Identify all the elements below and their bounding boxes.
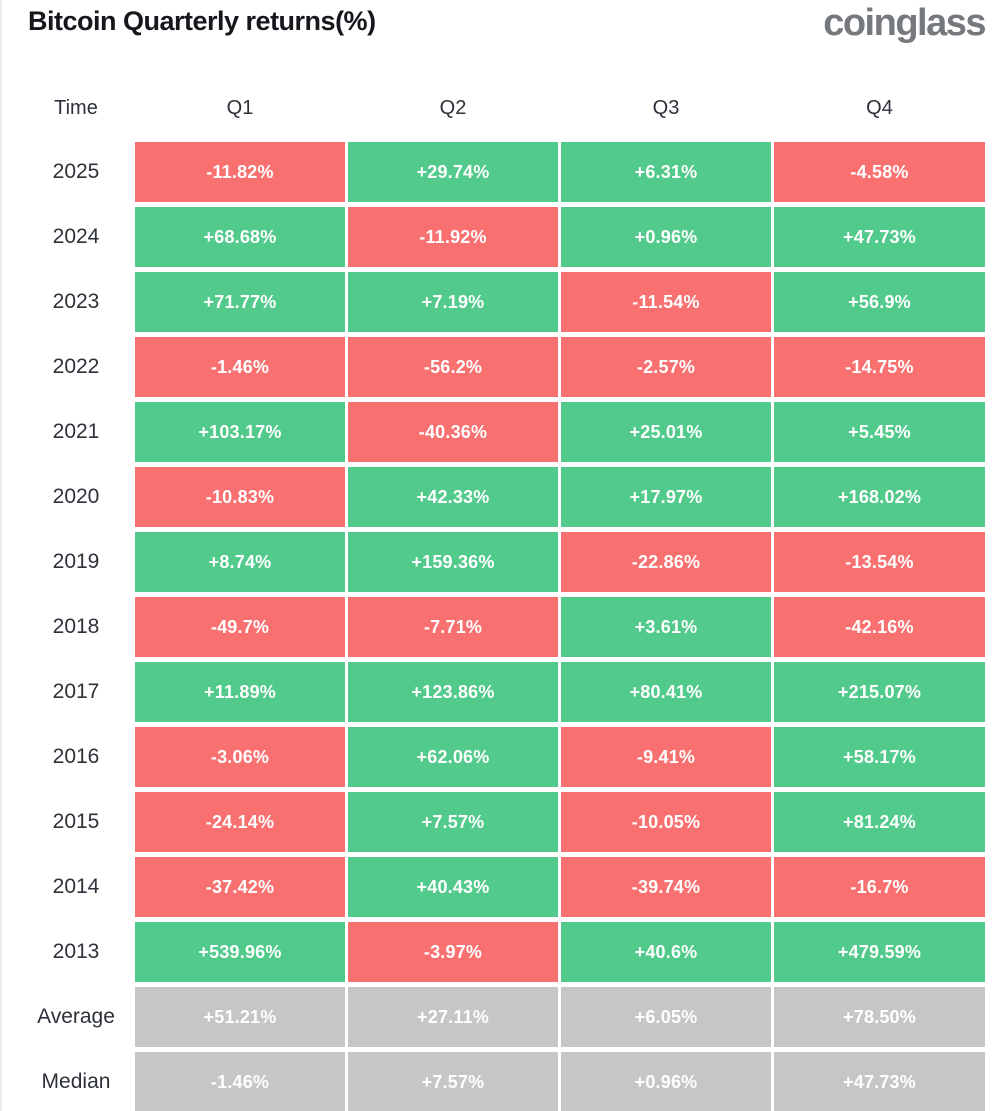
row-label-2019: 2019	[52, 550, 100, 573]
coinglass-logo: coinglass	[823, 2, 986, 44]
cell-2015-q2: +7.57%	[348, 792, 558, 852]
row-label-median: Median	[41, 1070, 111, 1093]
cell-2013-q1: +539.96%	[135, 922, 345, 982]
cell-2024-q4: +47.73%	[774, 207, 985, 267]
cell-2022-q4: -14.75%	[774, 337, 985, 397]
cell-2016-q4: +58.17%	[774, 727, 985, 787]
cell-2023-q1: +71.77%	[135, 272, 345, 332]
cell-2014-q4: -16.7%	[774, 857, 985, 917]
cell-2013-q2: -3.97%	[348, 922, 558, 982]
row-label-2016: 2016	[52, 745, 100, 768]
cell-2021-q4: +5.45%	[774, 402, 985, 462]
column-header-row: Time Q1 Q2 Q3 Q4	[2, 96, 1005, 120]
cell-2020-q2: +42.33%	[348, 467, 558, 527]
cell-2017-q4: +215.07%	[774, 662, 985, 722]
cell-2017-q1: +11.89%	[135, 662, 345, 722]
cell-2020-q1: -10.83%	[135, 467, 345, 527]
cell-2020-q3: +17.97%	[561, 467, 771, 527]
cell-average-q4: +78.50%	[774, 987, 985, 1047]
cell-2014-q3: -39.74%	[561, 857, 771, 917]
cell-2022-q3: -2.57%	[561, 337, 771, 397]
row-label-2024: 2024	[52, 225, 100, 248]
cell-2025-q2: +29.74%	[348, 142, 558, 202]
cell-2018-q3: +3.61%	[561, 597, 771, 657]
cell-2015-q1: -24.14%	[135, 792, 345, 852]
cell-2019-q1: +8.74%	[135, 532, 345, 592]
cell-2022-q2: -56.2%	[348, 337, 558, 397]
cell-2024-q3: +0.96%	[561, 207, 771, 267]
cell-2023-q3: -11.54%	[561, 272, 771, 332]
cell-2016-q3: -9.41%	[561, 727, 771, 787]
cell-2022-q1: -1.46%	[135, 337, 345, 397]
row-label-2025: 2025	[52, 160, 100, 183]
cell-2013-q4: +479.59%	[774, 922, 985, 982]
cell-median-q4: +47.73%	[774, 1052, 985, 1111]
column-header-q3: Q3	[652, 97, 680, 119]
row-label-2013: 2013	[52, 940, 100, 963]
cell-2016-q2: +62.06%	[348, 727, 558, 787]
cell-2018-q2: -7.71%	[348, 597, 558, 657]
column-header-q4: Q4	[866, 97, 893, 119]
column-header-q2: Q2	[439, 97, 467, 119]
cell-2024-q2: -11.92%	[348, 207, 558, 267]
row-label-2014: 2014	[52, 875, 100, 898]
cell-2019-q4: -13.54%	[774, 532, 985, 592]
cell-2014-q2: +40.43%	[348, 857, 558, 917]
cell-2019-q3: -22.86%	[561, 532, 771, 592]
cell-2019-q2: +159.36%	[348, 532, 558, 592]
page-title: Bitcoin Quarterly returns(%)	[28, 6, 376, 36]
cell-2016-q1: -3.06%	[135, 727, 345, 787]
cell-average-q3: +6.05%	[561, 987, 771, 1047]
column-header-time: Time	[54, 97, 98, 119]
row-label-2023: 2023	[52, 290, 100, 313]
row-label-2022: 2022	[52, 355, 100, 378]
row-label-2021: 2021	[52, 420, 100, 443]
cell-2021-q2: -40.36%	[348, 402, 558, 462]
cell-2017-q3: +80.41%	[561, 662, 771, 722]
cell-2023-q4: +56.9%	[774, 272, 985, 332]
cell-2024-q1: +68.68%	[135, 207, 345, 267]
cell-2021-q3: +25.01%	[561, 402, 771, 462]
cell-2025-q4: -4.58%	[774, 142, 985, 202]
header: Bitcoin Quarterly returns(%) coinglass	[2, 0, 1005, 50]
cell-2023-q2: +7.19%	[348, 272, 558, 332]
cell-2025-q1: -11.82%	[135, 142, 345, 202]
cell-2013-q3: +40.6%	[561, 922, 771, 982]
row-label-2017: 2017	[52, 680, 100, 703]
cell-median-q1: -1.46%	[135, 1052, 345, 1111]
row-label-2015: 2015	[52, 810, 100, 833]
row-label-average: Average	[37, 1005, 115, 1028]
cell-median-q3: +0.96%	[561, 1052, 771, 1111]
cell-2021-q1: +103.17%	[135, 402, 345, 462]
cell-2018-q1: -49.7%	[135, 597, 345, 657]
returns-table: 2025 -11.82% +29.74% +6.31% -4.58% 2024 +68.68…	[2, 142, 1005, 1111]
cell-average-q2: +27.11%	[348, 987, 558, 1047]
cell-2018-q4: -42.16%	[774, 597, 985, 657]
row-label-2018: 2018	[52, 615, 100, 638]
cell-2025-q3: +6.31%	[561, 142, 771, 202]
cell-2020-q4: +168.02%	[774, 467, 985, 527]
cell-2015-q3: -10.05%	[561, 792, 771, 852]
cell-2015-q4: +81.24%	[774, 792, 985, 852]
cell-median-q2: +7.57%	[348, 1052, 558, 1111]
column-header-q1: Q1	[226, 97, 254, 119]
cell-2014-q1: -37.42%	[135, 857, 345, 917]
row-label-2020: 2020	[52, 485, 100, 508]
cell-2017-q2: +123.86%	[348, 662, 558, 722]
cell-average-q1: +51.21%	[135, 987, 345, 1047]
